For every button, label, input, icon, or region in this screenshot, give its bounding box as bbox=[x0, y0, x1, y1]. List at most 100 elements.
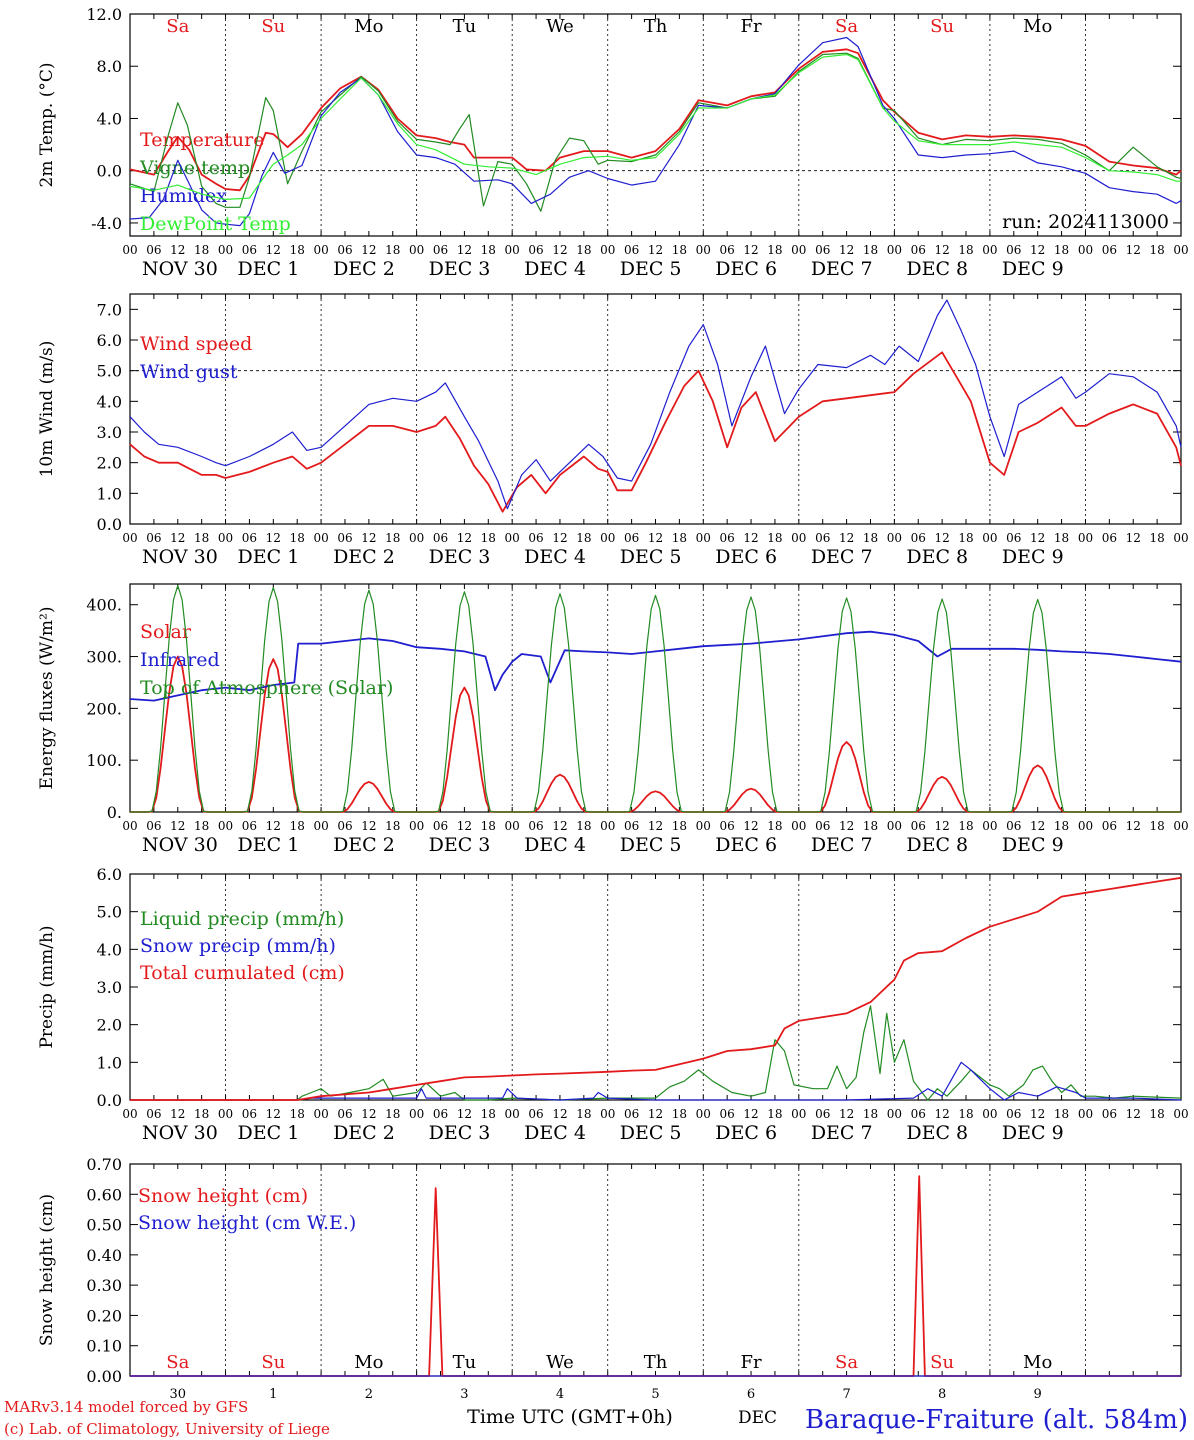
precip-date-label: DEC 1 bbox=[238, 1122, 300, 1144]
temp-hour-label: 00 bbox=[982, 243, 997, 257]
wind-y-tick-label: 4.0 bbox=[97, 392, 122, 411]
temp-hour-label: 18 bbox=[1054, 243, 1069, 257]
energy-hour-label: 00 bbox=[313, 819, 328, 833]
precip-hour-label: 12 bbox=[934, 1107, 949, 1121]
wind-hour-label: 18 bbox=[1054, 531, 1069, 545]
precip-hour-label: 00 bbox=[1078, 1107, 1093, 1121]
wind-hour-label: 06 bbox=[242, 531, 257, 545]
precip-y-tick-label: 3.0 bbox=[97, 978, 122, 997]
precip-panel: 0.0 1.0 2.0 3.0 4.0 5.0 6.0 Precip (mm/h) 00 06 12… bbox=[37, 865, 1189, 1144]
wind-hour-label: 12 bbox=[266, 531, 281, 545]
energy-hour-label: 18 bbox=[863, 819, 878, 833]
energy-date-label: DEC 6 bbox=[715, 834, 777, 856]
wind-hour-label: 06 bbox=[528, 531, 543, 545]
precip-hour-label: 06 bbox=[528, 1107, 543, 1121]
snow-day-number: 2 bbox=[365, 1387, 373, 1402]
energy-hour-label: 06 bbox=[815, 819, 830, 833]
wind-series-wind-speed bbox=[129, 351, 1182, 513]
snow-day-number: 3 bbox=[460, 1387, 468, 1402]
energy-hour-label: 18 bbox=[194, 819, 209, 833]
energy-hour-label: 06 bbox=[433, 819, 448, 833]
wind-y-tick-label: 3.0 bbox=[97, 423, 122, 442]
snow-day-name: Tu bbox=[453, 1352, 477, 1373]
energy-hour-label: 00 bbox=[505, 819, 520, 833]
precip-hour-label: 06 bbox=[720, 1107, 735, 1121]
precip-y-tick-label: 6.0 bbox=[97, 865, 122, 884]
temp-y-tick-label: -4.0 bbox=[91, 214, 122, 233]
temp-hour-label: 18 bbox=[481, 243, 496, 257]
snow-y-tick-label: 0.50 bbox=[86, 1216, 122, 1235]
energy-date-label: DEC 1 bbox=[238, 834, 300, 856]
snow-day-number: 30 bbox=[169, 1387, 186, 1402]
snow-day-name: Fr bbox=[740, 1352, 761, 1373]
precip-hour-label: 12 bbox=[1030, 1107, 1045, 1121]
temp-hour-label: 12 bbox=[361, 243, 376, 257]
precip-series-snow-precip-mm-h- bbox=[130, 1061, 1182, 1101]
temp-day-name: Mo bbox=[1023, 16, 1052, 37]
precip-date-label: DEC 9 bbox=[1002, 1122, 1064, 1144]
precip-y-tick-label: 4.0 bbox=[97, 940, 122, 959]
snow-day-number: 6 bbox=[747, 1387, 755, 1402]
energy-hour-label: 18 bbox=[1054, 819, 1069, 833]
precip-hour-label: 18 bbox=[1054, 1107, 1069, 1121]
wind-panel: 0.0 1.0 2.0 3.0 4.0 5.0 6.0 7.0 10m Wind (m/s) 00… bbox=[37, 293, 1189, 568]
wind-hour-label: 00 bbox=[696, 531, 711, 545]
temp-date-label: DEC 3 bbox=[429, 258, 491, 280]
energy-hour-label: 00 bbox=[696, 819, 711, 833]
precip-hour-label: 18 bbox=[481, 1107, 496, 1121]
snow-day-name: Th bbox=[644, 1352, 668, 1373]
temp-legend-entry: Temperature bbox=[140, 129, 264, 151]
precip-legend-entry: Snow precip (mm/h) bbox=[140, 935, 336, 957]
temp-hour-label: 12 bbox=[934, 243, 949, 257]
temp-date-label: DEC 6 bbox=[715, 258, 777, 280]
precip-hour-label: 06 bbox=[242, 1107, 257, 1121]
energy-hour-label: 18 bbox=[481, 819, 496, 833]
wind-hour-label: 12 bbox=[1030, 531, 1045, 545]
wind-legend-entry: Wind speed bbox=[140, 333, 252, 355]
energy-hour-label: 00 bbox=[982, 819, 997, 833]
temp-hour-label: 06 bbox=[624, 243, 639, 257]
wind-hour-label: 12 bbox=[552, 531, 567, 545]
precip-hour-label: 12 bbox=[361, 1107, 376, 1121]
snow-day-number: 5 bbox=[651, 1387, 659, 1402]
snow-y-tick-label: 0.10 bbox=[86, 1337, 122, 1356]
temp-hour-label: 00 bbox=[887, 243, 902, 257]
wind-hour-label: 18 bbox=[481, 531, 496, 545]
temp-hour-label: 00 bbox=[791, 243, 806, 257]
precip-hour-label: 00 bbox=[1173, 1107, 1188, 1121]
energy-date-label: DEC 2 bbox=[333, 834, 395, 856]
wind-y-tick-label: 7.0 bbox=[97, 300, 122, 319]
wind-hour-label: 00 bbox=[409, 531, 424, 545]
temp-y-tick-label: 0.0 bbox=[97, 162, 122, 181]
temp-hour-label: 06 bbox=[1102, 243, 1117, 257]
wind-frame bbox=[129, 293, 1182, 525]
temp-hour-label: 12 bbox=[648, 243, 663, 257]
temp-hour-label: 06 bbox=[146, 243, 161, 257]
wind-date-label: DEC 6 bbox=[715, 546, 777, 568]
temp-hour-label: 06 bbox=[911, 243, 926, 257]
wind-hour-label: 18 bbox=[194, 531, 209, 545]
wind-hour-label: 06 bbox=[1006, 531, 1021, 545]
snow-panel: 0.00 0.10 0.20 0.30 0.40 0.50 0.60 0.70 Snow hei… bbox=[37, 1155, 1182, 1402]
wind-y-axis-label: 10m Wind (m/s) bbox=[37, 341, 57, 478]
energy-hour-label: 12 bbox=[839, 819, 854, 833]
precip-hour-label: 00 bbox=[409, 1107, 424, 1121]
precip-hour-label: 00 bbox=[505, 1107, 520, 1121]
wind-hour-label: 00 bbox=[218, 531, 233, 545]
precip-hour-label: 00 bbox=[982, 1107, 997, 1121]
precip-hour-label: 18 bbox=[863, 1107, 878, 1121]
precip-hour-label: 00 bbox=[791, 1107, 806, 1121]
energy-date-label: DEC 5 bbox=[620, 834, 682, 856]
precip-series-liquid-precip-mm-h- bbox=[130, 1005, 1182, 1101]
precip-date-label: DEC 2 bbox=[333, 1122, 395, 1144]
snow-day-number: 7 bbox=[842, 1387, 850, 1402]
precip-hour-label: 18 bbox=[290, 1107, 305, 1121]
energy-hour-label: 06 bbox=[146, 819, 161, 833]
temp-day-name: Mo bbox=[354, 16, 383, 37]
precip-hour-label: 18 bbox=[767, 1107, 782, 1121]
precip-hour-label: 00 bbox=[696, 1107, 711, 1121]
wind-hour-label: 06 bbox=[1102, 531, 1117, 545]
wind-hour-label: 12 bbox=[648, 531, 663, 545]
wind-hour-label: 18 bbox=[290, 531, 305, 545]
